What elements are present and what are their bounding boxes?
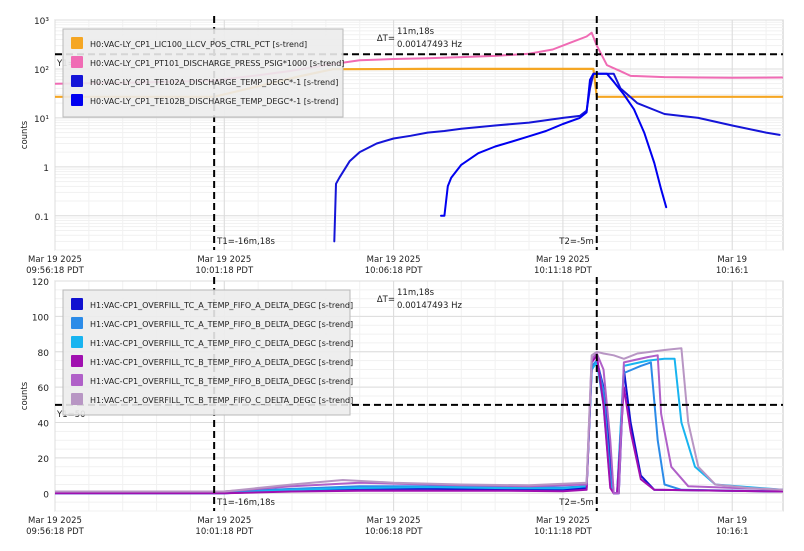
- x-tick-time-2: 10:01:18 PDT: [195, 527, 254, 537]
- x-tick-time-5: 10:16:1: [716, 527, 749, 537]
- y-tick-label-7: 0: [43, 490, 49, 500]
- y-tick-label-1: 10³: [34, 17, 49, 27]
- cursor-t2-label: T2=-5m: [558, 498, 593, 508]
- legend-swatch-2[interactable]: [71, 317, 83, 329]
- legend-swatch-4[interactable]: [71, 94, 83, 106]
- legend: H1:VAC-CP1_OVERFILL_TC_A_TEMP_FIFO_A_DEL…: [62, 289, 353, 416]
- y-tick-label-3: 10¹: [34, 115, 49, 125]
- x-tick-time-1: 09:56:18 PDT: [26, 527, 85, 537]
- x-tick-date-2: Mar 19 2025: [197, 255, 251, 265]
- x-tick-date-5: Mar 19: [717, 516, 747, 526]
- x-tick-date-1: Mar 19 2025: [28, 516, 82, 526]
- delta-t-value: 11m,18s: [397, 288, 435, 298]
- legend-entry-2: H0:VAC-LY_CP1_PT101_DISCHARGE_PRESS_PSIG…: [90, 59, 344, 68]
- upper-panel: T1=-16m,18sT2=-5mY1=ΔT=11m,18s0.00147493…: [20, 16, 784, 276]
- legend-swatch-3[interactable]: [71, 336, 83, 348]
- delta-t-value: 11m,18s: [397, 27, 435, 37]
- y-tick-label-1: 120: [32, 278, 49, 288]
- x-tick-date-1: Mar 19 2025: [28, 255, 82, 265]
- legend-swatch-6[interactable]: [71, 393, 83, 405]
- series-line-3: [333, 72, 781, 243]
- y-tick-label-6: 20: [38, 455, 50, 465]
- legend-entry-4: H0:VAC-LY_CP1_TE102B_DISCHARGE_TEMP_DEGC…: [90, 97, 338, 106]
- delta-t-label: ΔT=: [377, 295, 395, 305]
- lower-panel: T1=-16m,18sT2=-5mY1=50ΔT=11m,18s0.001474…: [20, 277, 784, 537]
- legend-swatch-4[interactable]: [71, 355, 83, 367]
- cursor-t1-label: T1=-16m,18s: [216, 498, 275, 508]
- legend-swatch-3[interactable]: [71, 75, 83, 87]
- delta-t-frequency: 0.00147493 Hz: [397, 40, 462, 50]
- series-line-4: [440, 72, 668, 217]
- x-tick-time-3: 10:06:18 PDT: [365, 266, 424, 276]
- x-tick-date-2: Mar 19 2025: [197, 516, 251, 526]
- x-tick-time-3: 10:06:18 PDT: [365, 527, 424, 537]
- cursor-t1-label: T1=-16m,18s: [216, 237, 275, 247]
- delta-t-frequency: 0.00147493 Hz: [397, 301, 462, 311]
- delta-t-label: ΔT=: [377, 34, 395, 44]
- legend-box: [62, 28, 344, 118]
- x-tick-date-4: Mar 19 2025: [536, 255, 590, 265]
- legend-box: [62, 289, 351, 416]
- series-line-2: [55, 359, 783, 495]
- y-tick-label-2: 10²: [34, 66, 49, 76]
- legend-entry-3: H0:VAC-LY_CP1_TE102A_DISCHARGE_TEMP_DEGC…: [90, 78, 338, 87]
- series-group: [55, 347, 783, 495]
- series-line-6: [55, 347, 783, 493]
- x-tick-date-3: Mar 19 2025: [367, 255, 421, 265]
- x-tick-time-1: 09:56:18 PDT: [26, 266, 85, 276]
- legend-entry-3: H1:VAC-CP1_OVERFILL_TC_A_TEMP_FIFO_C_DEL…: [90, 339, 353, 348]
- x-tick-date-5: Mar 19: [717, 255, 747, 265]
- legend-entry-4: H1:VAC-CP1_OVERFILL_TC_B_TEMP_FIFO_A_DEL…: [90, 358, 353, 367]
- legend-swatch-1[interactable]: [71, 298, 83, 310]
- x-tick-date-3: Mar 19 2025: [367, 516, 421, 526]
- x-tick-time-5: 10:16:1: [716, 266, 749, 276]
- y-tick-label-5: 0.1: [35, 213, 49, 223]
- y-tick-label-2: 100: [32, 313, 49, 323]
- x-tick-time-4: 10:11:18 PDT: [534, 266, 593, 276]
- y-axis-label: counts: [20, 381, 30, 410]
- y-tick-label-3: 80: [38, 349, 50, 359]
- legend-entry-1: H0:VAC-LY_CP1_LIC100_LLCV_POS_CTRL_PCT […: [90, 40, 307, 49]
- y-axis-label: counts: [20, 120, 30, 149]
- legend-swatch-2[interactable]: [71, 56, 83, 68]
- legend-swatch-5[interactable]: [71, 374, 83, 386]
- y-tick-label-4: 1: [43, 164, 49, 174]
- legend-entry-6: H1:VAC-CP1_OVERFILL_TC_B_TEMP_FIFO_C_DEL…: [90, 396, 353, 405]
- y-tick-label-4: 60: [38, 384, 50, 394]
- y-tick-label-5: 40: [38, 420, 50, 430]
- y-axis: 120 100 80 60 40 20 0 counts: [20, 278, 49, 500]
- legend-entry-2: H1:VAC-CP1_OVERFILL_TC_A_TEMP_FIFO_B_DEL…: [90, 320, 353, 329]
- x-tick-time-4: 10:11:18 PDT: [534, 527, 593, 537]
- y-axis: 10³ 10² 10¹ 1 0.1 counts: [20, 17, 49, 223]
- grid: [54, 19, 783, 251]
- x-tick-date-4: Mar 19 2025: [536, 516, 590, 526]
- legend-entry-5: H1:VAC-CP1_OVERFILL_TC_B_TEMP_FIFO_B_DEL…: [90, 377, 353, 386]
- legend-swatch-1[interactable]: [71, 37, 83, 49]
- x-tick-time-2: 10:01:18 PDT: [195, 266, 254, 276]
- cursor-t2-label: T2=-5m: [558, 237, 593, 247]
- legend: H0:VAC-LY_CP1_LIC100_LLCV_POS_CTRL_PCT […: [62, 28, 344, 118]
- series-line-5: [55, 352, 783, 495]
- legend-entry-1: H1:VAC-CP1_OVERFILL_TC_A_TEMP_FIFO_A_DEL…: [90, 301, 353, 310]
